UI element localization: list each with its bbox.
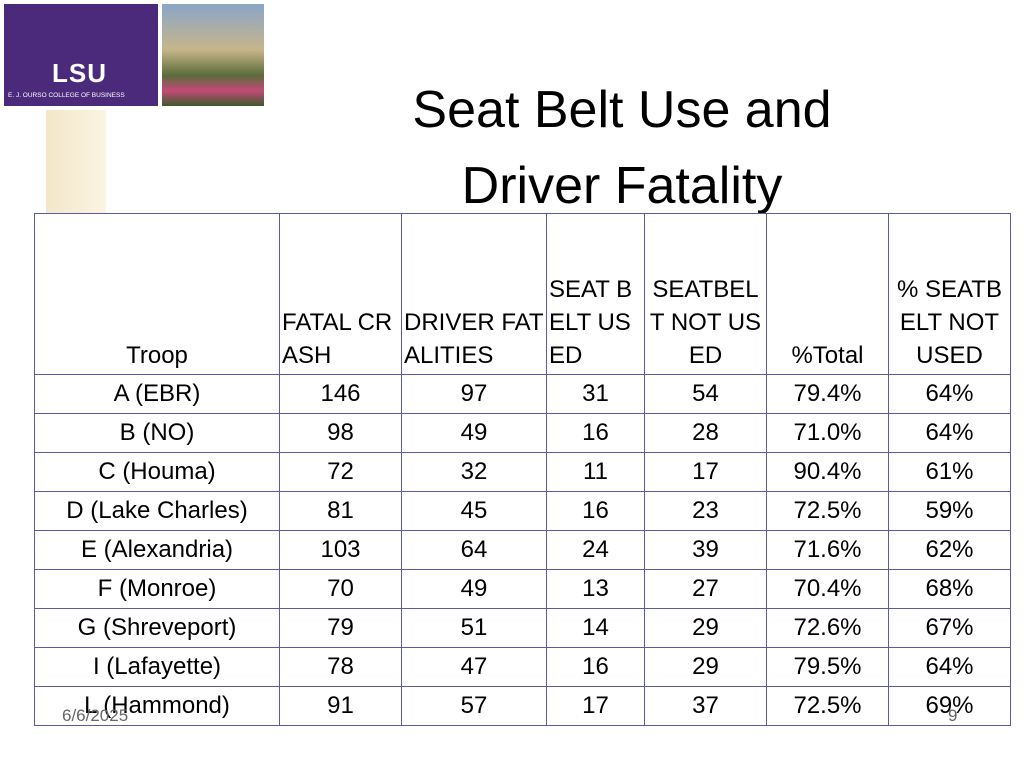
table-cell: 45 [401,491,547,531]
table-cell: 70.4% [766,569,889,609]
table-cell: 11 [546,452,645,492]
table-cell: 71.0% [766,413,889,453]
table-cell: 64% [888,413,1011,453]
table-cell: 51 [401,608,547,648]
table-cell: 37 [644,686,767,726]
table-cell: 71.6% [766,530,889,570]
table-row: F (Monroe) 70 49 13 27 70.4% 68% [34,569,1011,609]
table-cell: 146 [279,374,402,414]
table-cell: G (Shreveport) [34,608,280,648]
table-cell: F (Monroe) [34,569,280,609]
table-cell: 64 [401,530,547,570]
table-cell: 69% [888,686,1011,726]
table-cell: 79 [279,608,402,648]
table-cell: 64% [888,647,1011,687]
table-cell: 14 [546,608,645,648]
table-cell: 72.5% [766,686,889,726]
column-header: Troop [34,213,280,375]
table-cell: 97 [401,374,547,414]
page-number: 9 [948,706,958,725]
table-cell: 81 [279,491,402,531]
table-cell: B (NO) [34,413,280,453]
column-header: %Total [766,213,889,375]
table-cell: 98 [279,413,402,453]
table-cell: 28 [644,413,767,453]
table-cell: 31 [546,374,645,414]
table-cell: 57 [401,686,547,726]
column-header: SEATBELT NOT USED [644,213,767,375]
table-cell: C (Houma) [34,452,280,492]
table-row: G (Shreveport) 79 51 14 29 72.6% 67% [34,608,1011,648]
table-cell: 70 [279,569,402,609]
title-line: Driver Fatality [461,157,783,215]
table-cell: A (EBR) [34,374,280,414]
column-header: FATAL CRASH [279,213,402,375]
table-cell: 13 [546,569,645,609]
table-cell: 16 [546,491,645,531]
title-line: Seat Belt Use and [412,81,832,139]
table-cell: 47 [401,647,547,687]
table-cell: 64% [888,374,1011,414]
table-row: A (EBR) 146 97 31 54 79.4% 64% [34,374,1011,414]
logo: LSU E. J. OURSO COLLEGE OF BUSINESS [4,4,158,106]
table-cell: 68% [888,569,1011,609]
table-row: E (Alexandria) 103 64 24 39 71.6% 62% [34,530,1011,570]
photo [162,4,264,106]
table-cell: D (Lake Charles) [34,491,280,531]
table-cell: 32 [401,452,547,492]
table-cell: 24 [546,530,645,570]
table-cell: 23 [644,491,767,531]
table-cell: 29 [644,647,767,687]
table-cell: I (Lafayette) [34,647,280,687]
table-cell: 62% [888,530,1011,570]
table-cell: 17 [546,686,645,726]
table-row: I (Lafayette) 78 47 16 29 79.5% 64% [34,647,1011,687]
table-cell: 49 [401,569,547,609]
column-header: % SEATBELT NOT USED [888,213,1011,375]
column-header: SEAT BELT USED [546,213,645,375]
column-header: DRIVER FATALITIES [401,213,547,375]
table-cell: 72.5% [766,491,889,531]
table-cell: 90.4% [766,452,889,492]
table-cell: 59% [888,491,1011,531]
logo-subtitle: E. J. OURSO COLLEGE OF BUSINESS [8,92,125,99]
table-row: C (Houma) 72 32 11 17 90.4% 61% [34,452,1011,492]
table-cell: 103 [279,530,402,570]
table-cell: 16 [546,647,645,687]
table-cell: L (Hammond) [34,686,280,726]
table-cell: 78 [279,647,402,687]
table-row: B (NO) 98 49 16 28 71.0% 64% [34,413,1011,453]
table-cell: 79.5% [766,647,889,687]
table-cell: 27 [644,569,767,609]
table-cell: 49 [401,413,547,453]
table-cell: 39 [644,530,767,570]
table-row: D (Lake Charles) 81 45 16 23 72.5% 59% [34,491,1011,531]
title: Seat Belt Use and Driver Fatality [320,72,924,224]
table-cell: E (Alexandria) [34,530,280,570]
logo-text: LSU [52,58,107,88]
table-cell: 79.4% [766,374,889,414]
table-cell: 29 [644,608,767,648]
decoration [46,110,106,214]
data-table: Troop FATAL CRASH DRIVER FATALITIES SEAT BE… [34,213,1011,726]
table-cell: 91 [279,686,402,726]
table-cell: 72.6% [766,608,889,648]
table-cell: 72 [279,452,402,492]
table-cell: 67% [888,608,1011,648]
table-row: L (Hammond) 91 57 17 37 72.5% 69% [34,686,1011,726]
footer-date: 6/6/2025 [62,706,129,725]
table-cell: 54 [644,374,767,414]
table-cell: 17 [644,452,767,492]
table-cell: 16 [546,413,645,453]
table-cell: 61% [888,452,1011,492]
